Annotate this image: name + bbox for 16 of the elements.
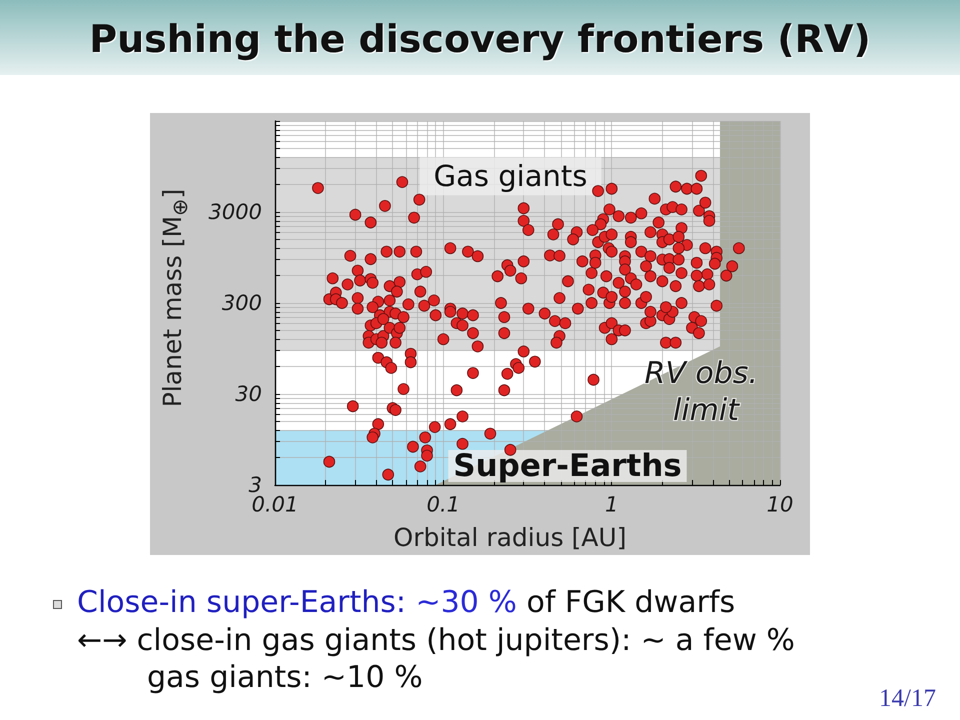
y-tick-label: 30 xyxy=(235,382,262,406)
chart-title: Pushing the discovery frontiers (RV) xyxy=(88,16,872,63)
text: Close-in super-Earths: xyxy=(77,585,406,620)
x-tick-label: 0.1 xyxy=(426,492,460,516)
text: of FGK dwarfs xyxy=(526,585,736,620)
y-tick-label: 3000 xyxy=(208,200,262,224)
text: gas giants: ~10 % xyxy=(147,660,423,695)
text: ~30 % xyxy=(416,585,517,620)
text: 14/17 xyxy=(879,685,936,712)
y-tick-label: 300 xyxy=(222,291,262,315)
text: ←→ close-in gas giants (hot jupiters): ~ a few % xyxy=(77,623,795,658)
band-label: Super-Earths xyxy=(453,448,682,484)
x-axis-title: Orbital radius [AU] xyxy=(394,523,626,552)
x-tick-label: 10 xyxy=(766,492,794,516)
band-label: Gas giants xyxy=(434,159,588,194)
x-tick-label: 1 xyxy=(604,492,618,516)
